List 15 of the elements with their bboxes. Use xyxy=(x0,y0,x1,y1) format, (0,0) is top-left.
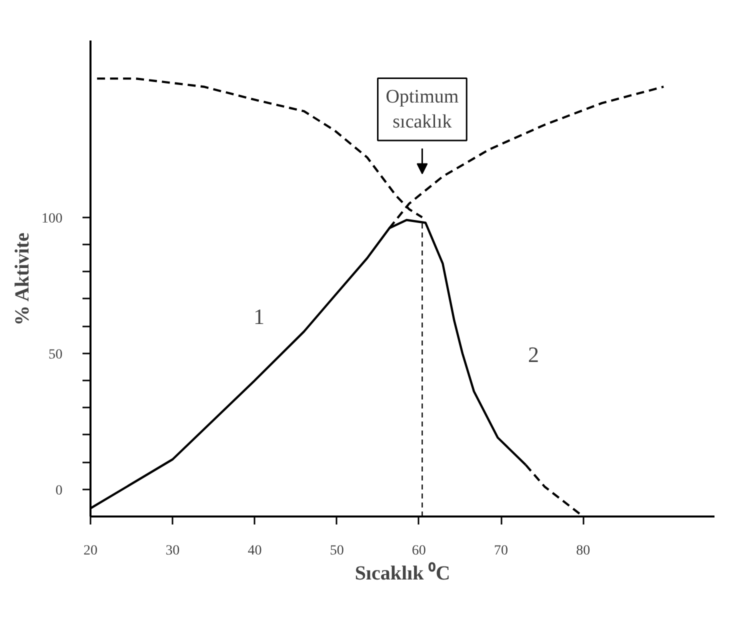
x-tick-label: 40 xyxy=(248,544,262,558)
x-tick-label: 60 xyxy=(412,544,426,558)
y-tick-label: 100 xyxy=(42,211,62,226)
annotation: 2 xyxy=(528,342,540,368)
x-tick-label: 80 xyxy=(576,544,590,558)
annotation: 1 xyxy=(253,304,264,330)
y-tick-label: 0 xyxy=(56,483,62,498)
annotation: Optimum sıcaklık xyxy=(386,86,459,132)
x-tick-label: 20 xyxy=(84,544,98,558)
y-tick-label: 50 xyxy=(48,347,62,362)
y-axis-title: % Aktivite xyxy=(12,232,34,326)
x-tick-label: 50 xyxy=(330,544,344,558)
x-tick-label: 70 xyxy=(494,544,508,558)
x-tick-label: 30 xyxy=(166,544,180,558)
x-axis-title: Sıcaklık ⁰C xyxy=(354,562,450,584)
